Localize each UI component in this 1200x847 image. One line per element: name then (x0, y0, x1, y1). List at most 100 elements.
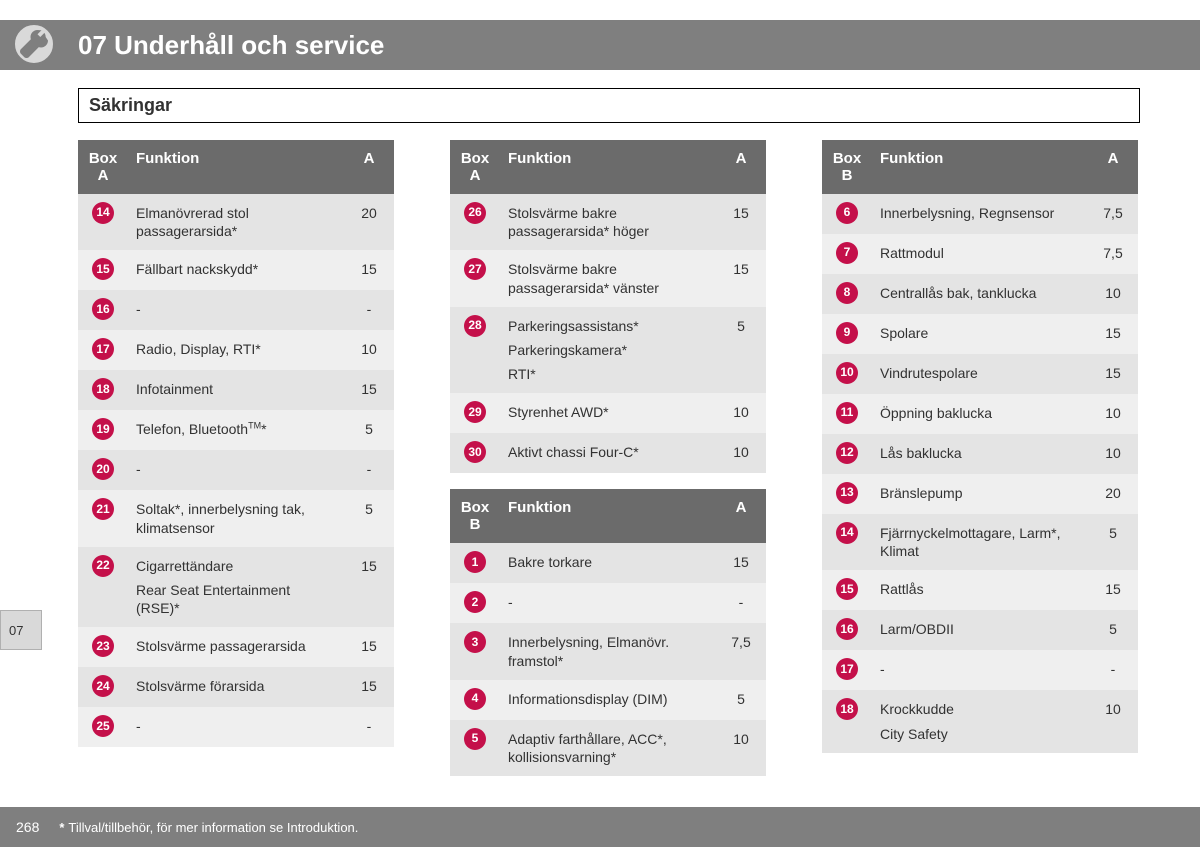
fuse-number-cell: 9 (822, 314, 872, 354)
col-header-box: Box A (450, 140, 500, 194)
fuse-number-cell: 23 (78, 627, 128, 667)
table-row: 20-- (78, 450, 394, 490)
fuse-number-cell: 22 (78, 547, 128, 628)
fuse-amp: 10 (716, 433, 766, 473)
col-header-function: Funktion (128, 140, 344, 194)
fuse-number-cell: 14 (822, 514, 872, 570)
table-row: 19Telefon, BluetoothTM*5 (78, 410, 394, 450)
fuse-number-badge: 26 (464, 202, 486, 224)
column: Box AFunktionA14Elmanövrerad stol passag… (78, 140, 394, 776)
fuse-number-badge: 23 (92, 635, 114, 657)
fuse-function: - (872, 650, 1088, 690)
fuse-amp: - (344, 450, 394, 490)
column: Box BFunktionA6Innerbelysning, Regnsenso… (822, 140, 1138, 776)
fuse-number-badge: 8 (836, 282, 858, 304)
fuse-number-badge: 9 (836, 322, 858, 344)
fuse-amp: 10 (1088, 690, 1138, 752)
table-row: 18Infotainment15 (78, 370, 394, 410)
fuse-number-cell: 26 (450, 194, 500, 250)
table-row: 15Fällbart nackskydd*15 (78, 250, 394, 290)
col-header-box: Box B (450, 489, 500, 543)
col-header-box: Box B (822, 140, 872, 194)
fuse-function: Bränslepump (872, 474, 1088, 514)
fuse-amp: 5 (1088, 610, 1138, 650)
fuse-number-cell: 17 (822, 650, 872, 690)
fuse-number-badge: 11 (836, 402, 858, 424)
fuse-function: - (128, 450, 344, 490)
fuse-function: Fjärrnyckelmottagare, Larm*, Klimat (872, 514, 1088, 570)
fuse-number-badge: 17 (92, 338, 114, 360)
fuse-number-cell: 30 (450, 433, 500, 473)
fuse-function: Centrallås bak, tanklucka (872, 274, 1088, 314)
fuse-amp: 10 (716, 720, 766, 776)
col-header-box: Box A (78, 140, 128, 194)
fuse-number-cell: 16 (822, 610, 872, 650)
fuse-amp: 20 (344, 194, 394, 250)
fuse-number-badge: 24 (92, 675, 114, 697)
footnote-text: Tillval/tillbehör, för mer information s… (68, 820, 358, 835)
fuse-number-cell: 28 (450, 307, 500, 394)
page-number: 268 (16, 819, 39, 835)
fuse-amp: 10 (344, 330, 394, 370)
table-row: 18KrockkuddeCity Safety10 (822, 690, 1138, 752)
fuse-number-badge: 3 (464, 631, 486, 653)
table-row: 14Fjärrnyckelmottagare, Larm*, Klimat5 (822, 514, 1138, 570)
col-header-amp: A (1088, 140, 1138, 194)
fuse-number-cell: 18 (822, 690, 872, 752)
fuse-columns: Box AFunktionA14Elmanövrerad stol passag… (78, 140, 1138, 776)
fuse-number-badge: 20 (92, 458, 114, 480)
fuse-function: KrockkuddeCity Safety (872, 690, 1088, 752)
chapter-header: 07 Underhåll och service (0, 20, 1200, 70)
fuse-function: Stolsvärme bakre passagerarsida* höger (500, 194, 716, 250)
fuse-number-badge: 28 (464, 315, 486, 337)
fuse-number-cell: 2 (450, 583, 500, 623)
fuse-function: Elmanövrerad stol passagerarsida* (128, 194, 344, 250)
table-row: 16-- (78, 290, 394, 330)
fuse-amp: 15 (344, 250, 394, 290)
fuse-number-badge: 6 (836, 202, 858, 224)
fuse-function: Vindrutespolare (872, 354, 1088, 394)
fuse-number-badge: 19 (92, 418, 114, 440)
table-row: 17Radio, Display, RTI*10 (78, 330, 394, 370)
fuse-function: Rattmodul (872, 234, 1088, 274)
fuse-function: Soltak*, innerbelysning tak, klimatsenso… (128, 490, 344, 546)
col-header-function: Funktion (872, 140, 1088, 194)
column: Box AFunktionA26Stolsvärme bakre passage… (450, 140, 766, 776)
fuse-amp: 5 (716, 680, 766, 720)
fuse-amp: 15 (716, 250, 766, 306)
fuse-amp: - (344, 707, 394, 747)
fuse-number-badge: 16 (92, 298, 114, 320)
fuse-amp: 15 (344, 627, 394, 667)
fuse-number-badge: 15 (92, 258, 114, 280)
table-row: 22CigarrettändareRear Seat Entertainment… (78, 547, 394, 628)
fuse-number-cell: 13 (822, 474, 872, 514)
fuse-table: Box AFunktionA26Stolsvärme bakre passage… (450, 140, 766, 473)
fuse-function: Stolsvärme passagerarsida (128, 627, 344, 667)
fuse-number-cell: 14 (78, 194, 128, 250)
fuse-function: Styrenhet AWD* (500, 393, 716, 433)
fuse-number-badge: 30 (464, 441, 486, 463)
fuse-amp: 5 (344, 410, 394, 450)
table-row: 14Elmanövrerad stol passagerarsida*20 (78, 194, 394, 250)
fuse-amp: 15 (1088, 314, 1138, 354)
fuse-number-badge: 25 (92, 715, 114, 737)
footnote-star: * (59, 820, 64, 835)
col-header-amp: A (716, 140, 766, 194)
fuse-number-cell: 25 (78, 707, 128, 747)
table-row: 3Innerbelysning, Elmanövr. framstol*7,5 (450, 623, 766, 679)
page-footer: 268 * Tillval/tillbehör, för mer informa… (0, 807, 1200, 847)
fuse-number-badge: 7 (836, 242, 858, 264)
fuse-function: Innerbelysning, Elmanövr. framstol* (500, 623, 716, 679)
fuse-function: Adaptiv farthållare, ACC*, kollisionsvar… (500, 720, 716, 776)
table-row: 13Bränslepump20 (822, 474, 1138, 514)
side-tab: 07 (0, 610, 42, 650)
fuse-table: Box BFunktionA1Bakre torkare152--3Innerb… (450, 489, 766, 776)
fuse-amp: 5 (716, 307, 766, 394)
table-row: 16Larm/OBDII5 (822, 610, 1138, 650)
fuse-number-badge: 21 (92, 498, 114, 520)
col-header-amp: A (716, 489, 766, 543)
fuse-amp: 20 (1088, 474, 1138, 514)
fuse-function: Aktivt chassi Four-C* (500, 433, 716, 473)
table-row: 25-- (78, 707, 394, 747)
fuse-amp: - (1088, 650, 1138, 690)
